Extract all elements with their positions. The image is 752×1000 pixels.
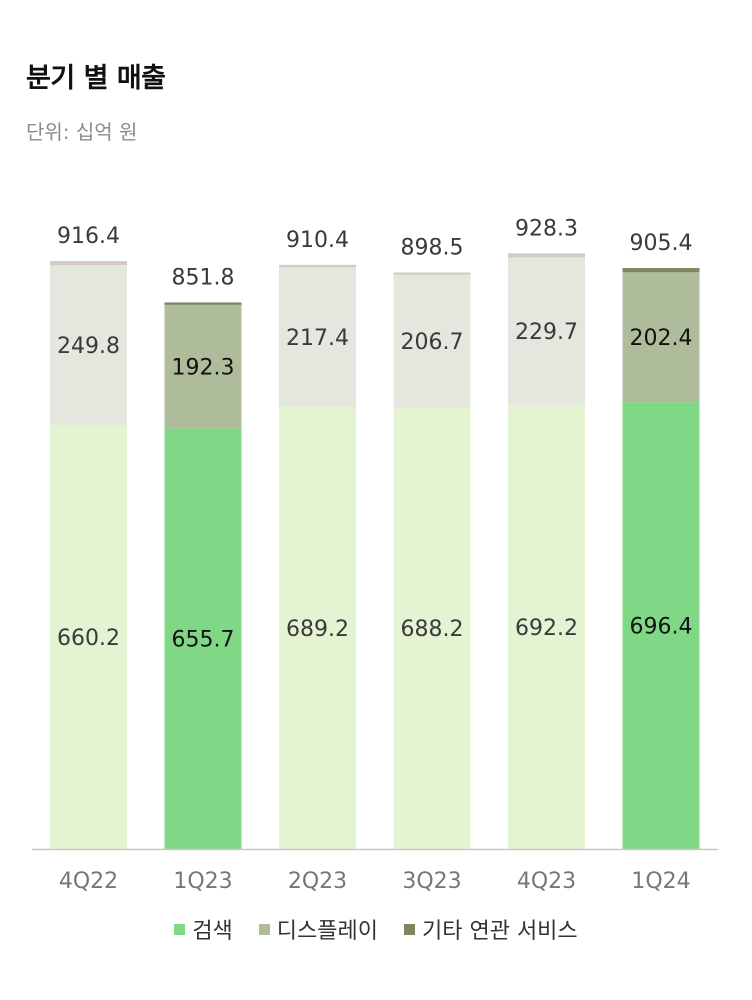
chart-title: 분기 별 매출 [26, 63, 166, 94]
bar-segment-display-3q23 [393, 274, 471, 408]
bar-segment-other-1q23 [164, 302, 242, 305]
segment-label-search-1q24: 696.4 [630, 615, 693, 640]
bar-segment-search-4q23 [508, 404, 585, 849]
legend-swatch-other [404, 923, 415, 935]
bar-segment-other-1q24 [622, 268, 700, 273]
bar-segment-display-4q22 [50, 265, 127, 426]
legend-swatch-search [174, 923, 186, 935]
bar-segment-other-4q23 [508, 253, 585, 258]
x-tick-label-1q23: 1Q23 [173, 869, 232, 894]
segment-label-search-4q22: 660.2 [57, 626, 120, 651]
x-tick-label-1q24: 1Q24 [631, 869, 690, 894]
segment-label-search-3q23: 688.2 [401, 617, 464, 642]
segment-label-search-2q23: 689.2 [286, 617, 349, 642]
legend-label-display: 디스플레이 [276, 919, 378, 944]
total-label-4q23: 928.3 [515, 216, 578, 241]
x-tick-label-3q23: 3Q23 [402, 869, 461, 894]
segment-label-display-4q22: 249.8 [57, 334, 120, 359]
bar-segment-search-2q23 [279, 406, 356, 849]
segment-label-display-4q23: 229.7 [515, 320, 578, 345]
legend-swatch-display [258, 923, 270, 935]
total-label-1q24: 905.4 [630, 231, 693, 256]
segment-label-display-3q23: 206.7 [401, 330, 464, 355]
legend-label-search: 검색 [192, 919, 233, 944]
stacked-bar-chart: 660.2 249.8 916.4 4Q22 655.7 192.3 851.8 1Q23 68… [32, 216, 718, 894]
total-label-2q23: 910.4 [286, 228, 349, 253]
segment-label-display-2q23: 217.4 [286, 326, 349, 351]
x-tick-label-4q23: 4Q23 [517, 869, 576, 894]
legend-item-search: 검색 [174, 913, 233, 945]
bar-segment-display-1q24 [622, 272, 700, 403]
bar-segment-other-3q23 [393, 272, 471, 275]
x-tick-label-4q22: 4Q22 [59, 869, 118, 894]
bar-segment-display-2q23 [279, 267, 356, 407]
chart-legend: 검색 디스플레이 기타 연관 서비스 [0, 913, 752, 945]
segment-label-display-1q23: 192.3 [172, 356, 235, 381]
segment-label-display-1q24: 202.4 [630, 326, 693, 351]
bar-segment-display-4q23 [508, 257, 585, 405]
x-tick-label-2q23: 2Q23 [288, 869, 347, 894]
bar-segment-other-2q23 [279, 264, 356, 268]
bar-segment-search-1q24 [622, 402, 700, 849]
total-label-1q23: 851.8 [172, 265, 235, 290]
segment-label-search-4q23: 692.2 [515, 616, 578, 641]
unit-label: 단위: 십억 원 [26, 120, 138, 144]
bar-segment-search-3q23 [393, 407, 471, 849]
legend-item-display: 디스플레이 [258, 913, 378, 945]
total-label-3q23: 898.5 [401, 235, 464, 260]
legend-item-other: 기타 연관 서비스 [404, 913, 578, 945]
legend-label-other: 기타 연관 서비스 [422, 919, 578, 944]
segment-label-search-1q23: 655.7 [172, 628, 235, 653]
bar-segment-other-4q22 [50, 261, 127, 266]
total-label-4q22: 916.4 [57, 224, 120, 249]
bar-segment-display-1q23 [164, 304, 242, 429]
bar-segment-search-4q22 [50, 425, 127, 849]
bar-segment-search-1q23 [164, 428, 242, 849]
